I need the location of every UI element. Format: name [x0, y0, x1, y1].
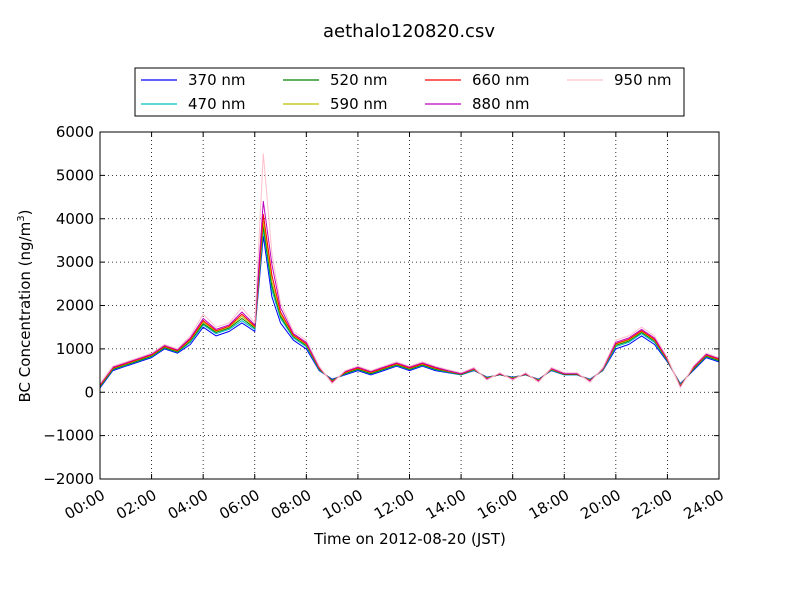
- legend: 370 nm 470 nm 520 nm 590 nm 660 nm 880 nm 950 …: [134, 67, 685, 117]
- y-tick-label: 5000: [56, 166, 94, 184]
- y-tick-label: 0: [84, 383, 94, 401]
- x-tick-label: 06:00: [216, 486, 262, 523]
- plot-frame: [99, 131, 720, 480]
- x-tick-label: 14:00: [423, 486, 469, 523]
- legend-label: 880 nm: [472, 95, 530, 113]
- x-tick-label: 16:00: [474, 486, 520, 523]
- x-tick-label: 24:00: [681, 486, 727, 523]
- y-tick-label: 1000: [56, 340, 94, 358]
- series-line-520-nm: [99, 224, 720, 387]
- x-tick-label: 12:00: [371, 486, 417, 523]
- legend-label: 520 nm: [330, 71, 388, 89]
- series-lines: [99, 153, 720, 389]
- gridlines: [100, 132, 719, 479]
- x-tick-label: 18:00: [526, 486, 572, 523]
- y-tick-label: 3000: [56, 253, 94, 271]
- y-tick-label: 6000: [56, 123, 94, 141]
- y-axis-label-superscript: 3: [16, 215, 27, 221]
- x-tick-label: 20:00: [577, 486, 623, 523]
- y-tick-label: 4000: [56, 210, 94, 228]
- legend-label: 950 nm: [614, 71, 672, 89]
- x-tick-label: 00:00: [62, 486, 108, 523]
- y-tick-label: −1000: [43, 427, 94, 445]
- series-line-660-nm: [99, 213, 720, 387]
- x-tick-label: 22:00: [629, 486, 675, 523]
- chart-title: aethalo120820.csv: [323, 21, 495, 42]
- y-axis-label-close: ): [16, 210, 34, 216]
- series-line-950-nm: [99, 153, 720, 389]
- legend-label: 370 nm: [188, 71, 246, 89]
- legend-box: [134, 67, 685, 117]
- x-tick-label: 02:00: [113, 486, 159, 523]
- x-tick-label: 10:00: [319, 486, 365, 523]
- y-axis-label-main: BC Concentration (ng/m: [16, 222, 34, 403]
- series-line-370-nm: [99, 235, 720, 389]
- legend-label: 590 nm: [330, 95, 388, 113]
- x-axis-label: Time on 2012-08-20 (JST): [313, 530, 506, 548]
- legend-label: 470 nm: [188, 95, 246, 113]
- x-tick-label: 08:00: [268, 486, 314, 523]
- axis-ticks: 00:00 02:00 04:00 06:00 08:00 10:00 12:00 14:00…: [43, 123, 727, 523]
- y-tick-label: 2000: [56, 297, 94, 315]
- series-line-880-nm: [99, 200, 720, 388]
- legend-label: 660 nm: [472, 71, 530, 89]
- y-axis-label: BC Concentration (ng/m3): [16, 210, 34, 403]
- x-tick-label: 04:00: [165, 486, 211, 523]
- y-tick-label: −2000: [43, 470, 94, 488]
